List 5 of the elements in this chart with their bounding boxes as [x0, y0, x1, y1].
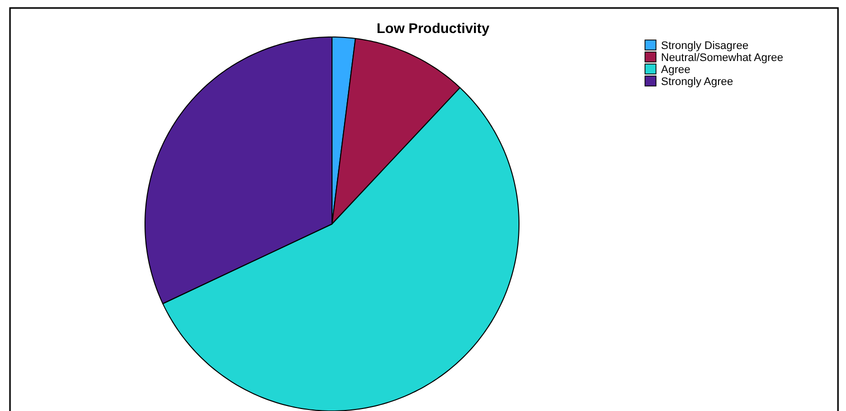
legend-label: Strongly Agree [661, 76, 734, 88]
legend-label: Neutral/Somewhat Agree [661, 52, 784, 64]
chart-title: Low Productivity [376, 20, 490, 36]
legend-label: Strongly Disagree [661, 40, 748, 52]
legend-label: Agree [661, 64, 690, 76]
